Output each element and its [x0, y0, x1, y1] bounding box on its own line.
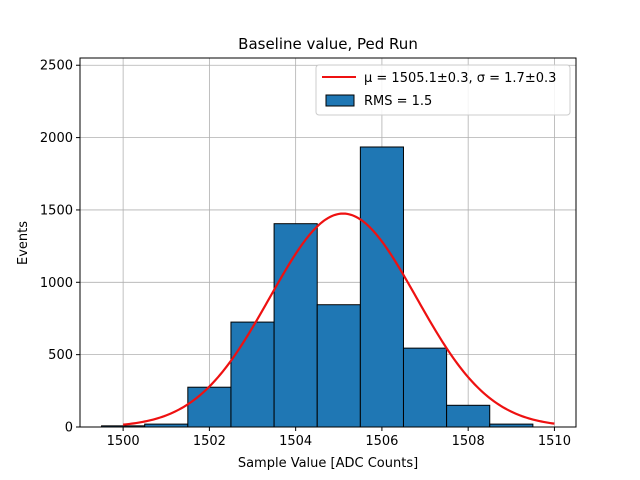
histogram-bar	[359, 146, 404, 428]
x-tick-label: 1506	[365, 434, 398, 449]
y-tick-label: 500	[48, 348, 73, 363]
x-tick-label: 1502	[193, 434, 226, 449]
x-tick-label: 1500	[107, 434, 140, 449]
histogram-bar	[187, 386, 232, 428]
legend-box	[315, 64, 571, 116]
histogram-bar	[402, 347, 448, 428]
x-tick-label: 1504	[279, 434, 312, 449]
x-tick-label: 1510	[538, 434, 571, 449]
y-axis-ticks: 0 500 1000 1500 2000 2500	[40, 59, 80, 436]
y-axis-label: Events	[16, 221, 31, 265]
fit-curve	[123, 212, 555, 426]
histogram-bar	[230, 321, 275, 428]
y-tick-label: 1000	[40, 276, 73, 291]
legend-histogram-swatch	[325, 94, 355, 107]
histogram-bar	[446, 404, 491, 428]
x-axis-label: Sample Value [ADC Counts]	[238, 456, 418, 471]
y-tick-label: 0	[65, 421, 73, 436]
gaussian-fit	[123, 212, 555, 426]
legend: μ = 1505.1±0.3, σ = 1.7±0.3 RMS = 1.5	[315, 64, 571, 116]
y-tick-label: 2000	[40, 131, 73, 146]
histogram-bar	[316, 304, 361, 428]
y-tick-label: 2500	[40, 59, 73, 74]
chart-title: Baseline value, Ped Run	[238, 35, 418, 53]
x-tick-label: 1508	[452, 434, 485, 449]
x-axis-ticks: 1500 1502 1504 1506 1508 1510	[107, 427, 571, 449]
legend-histogram-label: RMS = 1.5	[364, 94, 432, 109]
histogram-bars	[101, 146, 534, 428]
y-tick-label: 1500	[40, 203, 73, 218]
legend-fit-label: μ = 1505.1±0.3, σ = 1.7±0.3	[364, 71, 556, 86]
plot-frame	[79, 57, 577, 428]
